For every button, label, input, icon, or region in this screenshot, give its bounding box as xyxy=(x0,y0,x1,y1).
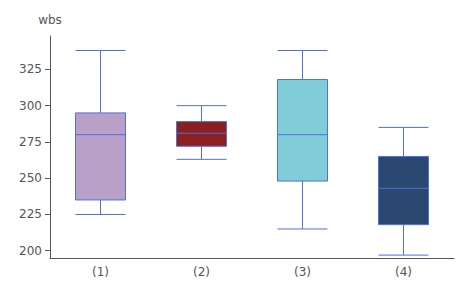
svg-text:(1): (1) xyxy=(92,265,109,279)
svg-text:225: 225 xyxy=(19,207,42,221)
svg-text:275: 275 xyxy=(19,135,42,149)
svg-text:(3): (3) xyxy=(294,265,311,279)
svg-text:200: 200 xyxy=(19,244,42,258)
svg-text:(4): (4) xyxy=(395,265,412,279)
svg-text:300: 300 xyxy=(19,99,42,113)
svg-text:wbs: wbs xyxy=(38,13,62,27)
svg-text:(2): (2) xyxy=(193,265,210,279)
svg-text:250: 250 xyxy=(19,171,42,185)
svg-text:325: 325 xyxy=(19,62,42,76)
